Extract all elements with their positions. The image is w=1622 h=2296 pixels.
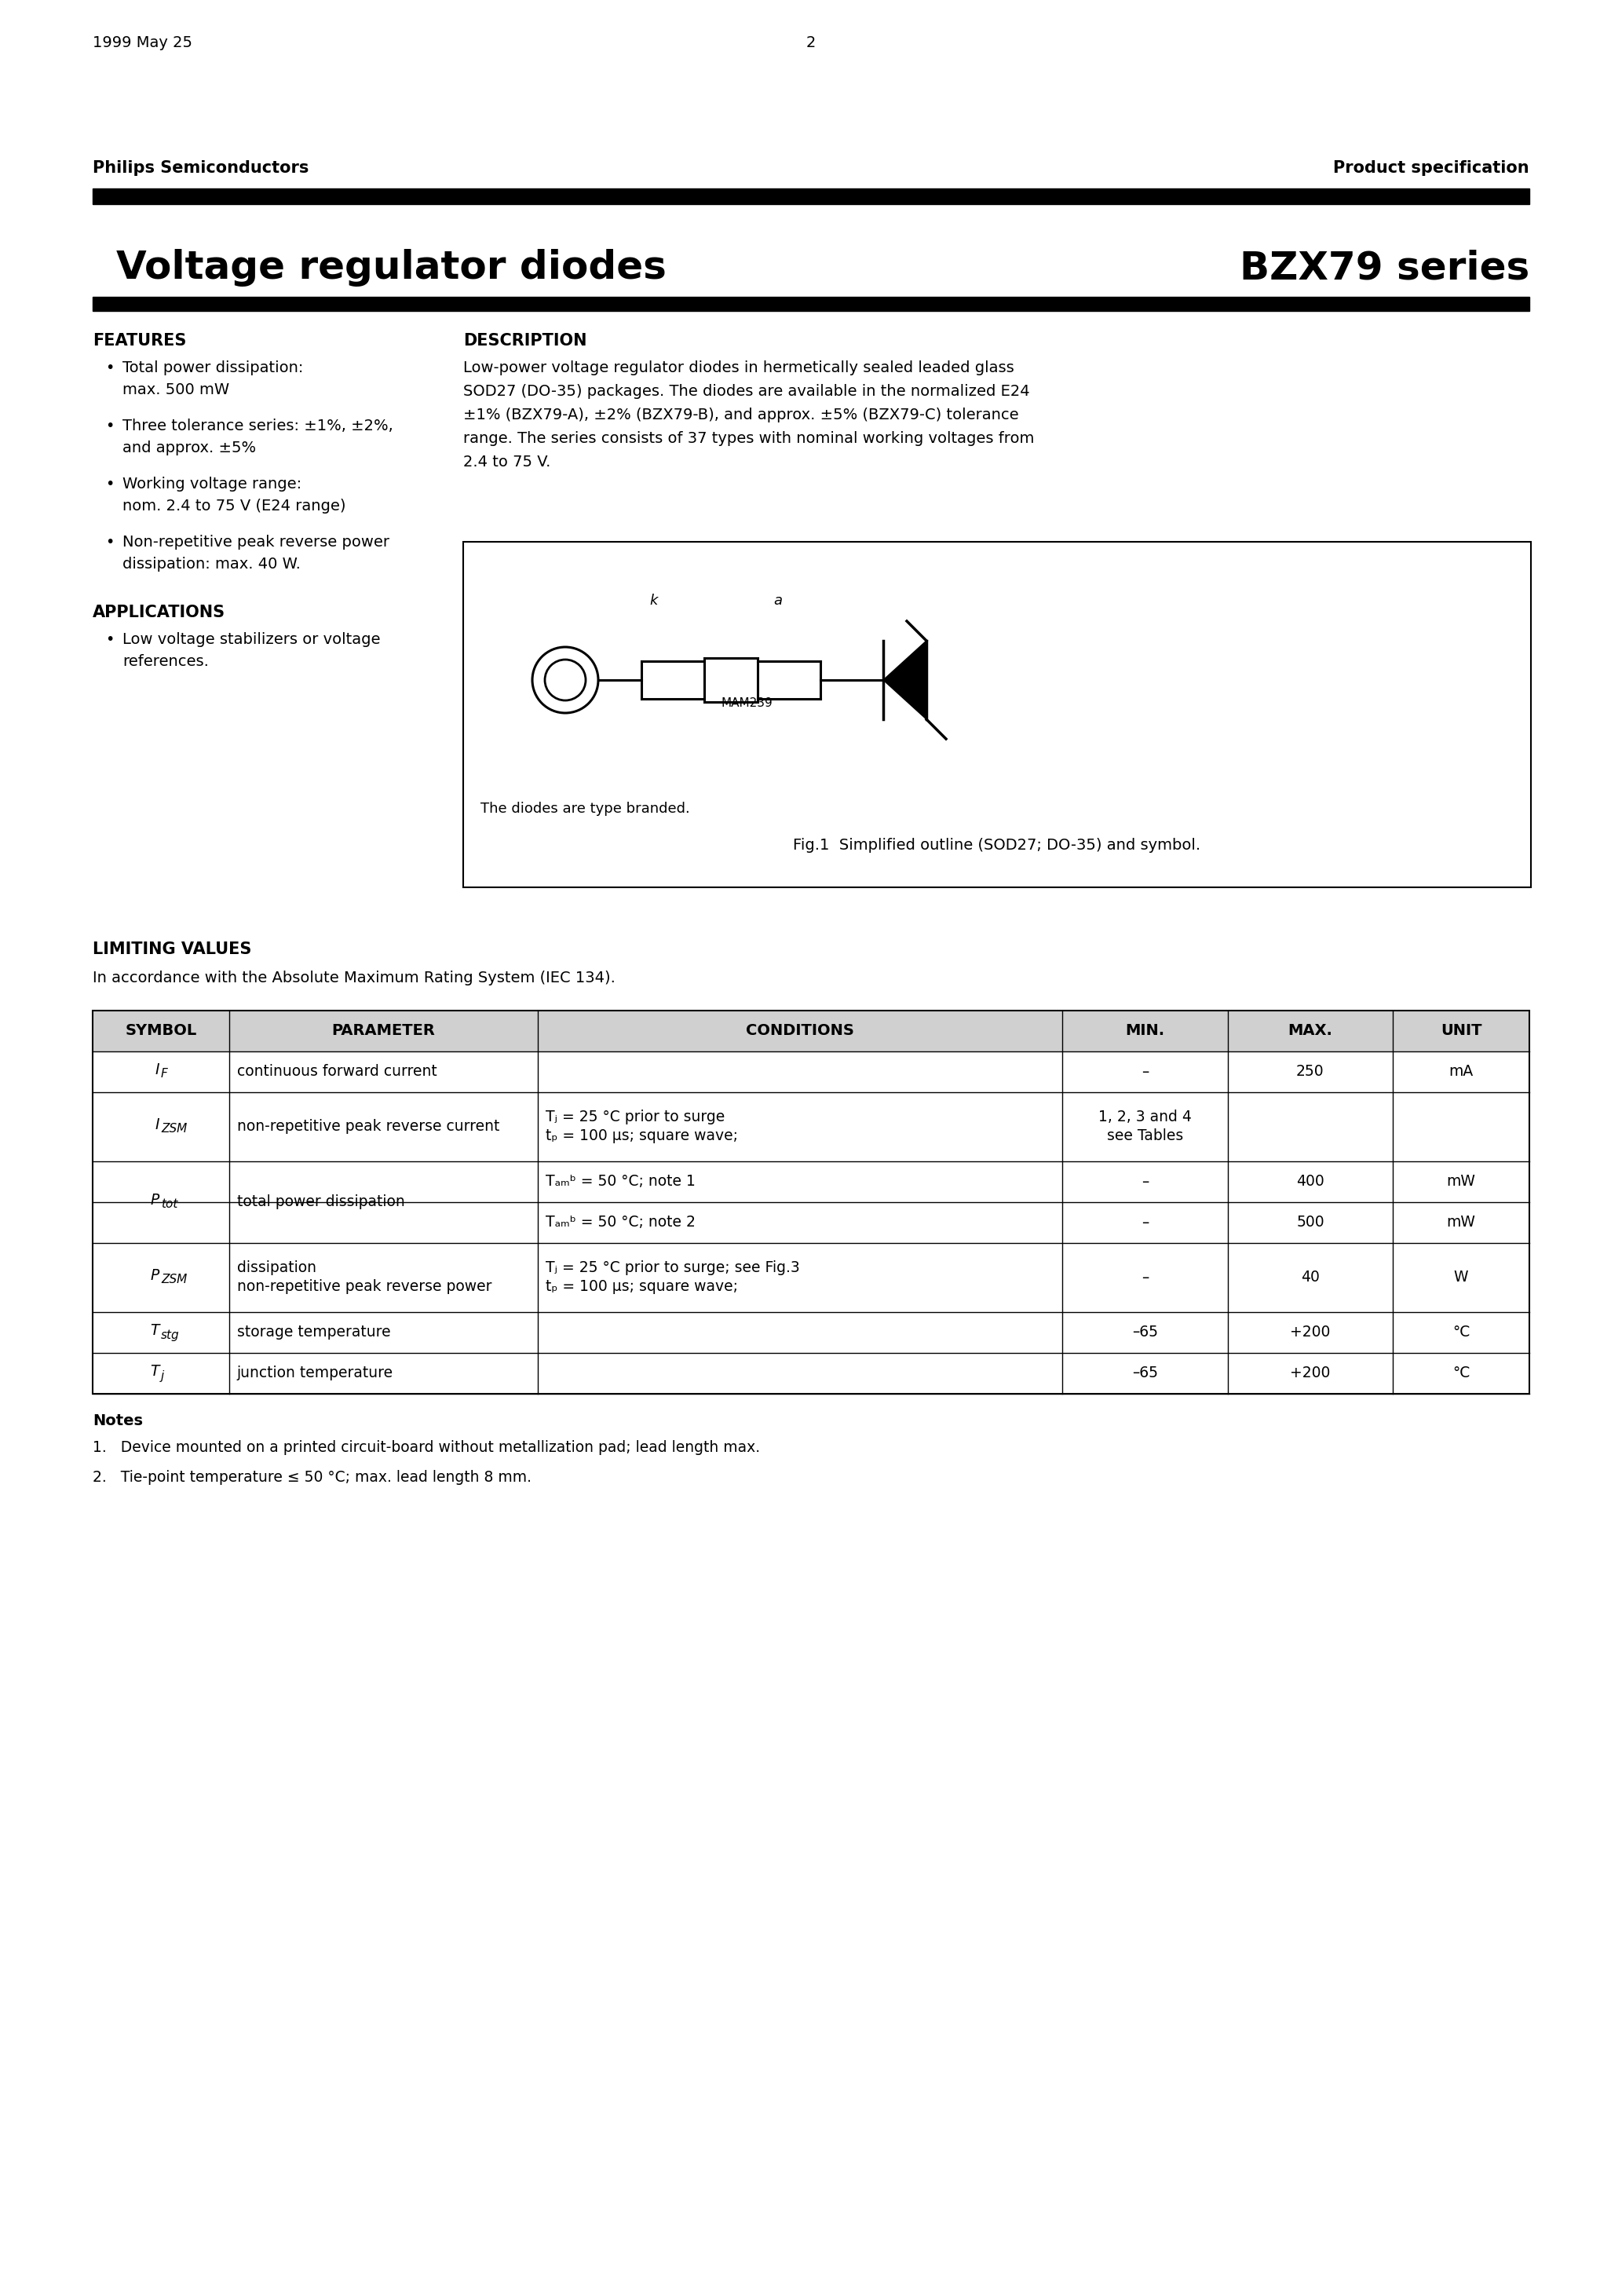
- Text: –: –: [1142, 1270, 1148, 1286]
- Text: continuous forward current: continuous forward current: [237, 1065, 436, 1079]
- Text: Voltage regulator diodes: Voltage regulator diodes: [117, 248, 667, 287]
- Text: MAX.: MAX.: [1288, 1024, 1333, 1038]
- Text: T: T: [151, 1322, 159, 1339]
- Text: –: –: [1142, 1065, 1148, 1079]
- Text: APPLICATIONS: APPLICATIONS: [92, 604, 225, 620]
- Text: mW: mW: [1447, 1173, 1476, 1189]
- Text: non-repetitive peak reverse power: non-repetitive peak reverse power: [237, 1279, 491, 1295]
- Text: –: –: [1142, 1215, 1148, 1231]
- Bar: [94, 1201, 537, 1203]
- Text: BZX79 series: BZX79 series: [1239, 248, 1530, 287]
- Text: Three tolerance series: ±1%, ±2%,: Three tolerance series: ±1%, ±2%,: [123, 418, 393, 434]
- Text: LIMITING VALUES: LIMITING VALUES: [92, 941, 251, 957]
- Text: Tⱼ = 25 °C prior to surge: Tⱼ = 25 °C prior to surge: [547, 1109, 725, 1125]
- Bar: [92, 188, 1530, 204]
- Text: Fig.1  Simplified outline (SOD27; DO-35) and symbol.: Fig.1 Simplified outline (SOD27; DO-35) …: [793, 838, 1200, 852]
- Text: W: W: [1453, 1270, 1468, 1286]
- Text: 1.   Device mounted on a printed circuit-board without metallization pad; lead l: 1. Device mounted on a printed circuit-b…: [92, 1440, 761, 1456]
- Text: j: j: [161, 1371, 164, 1382]
- Text: Tⱼ = 25 °C prior to surge; see Fig.3: Tⱼ = 25 °C prior to surge; see Fig.3: [547, 1261, 800, 1277]
- Text: In accordance with the Absolute Maximum Rating System (IEC 134).: In accordance with the Absolute Maximum …: [92, 971, 615, 985]
- Text: F: F: [161, 1068, 167, 1079]
- Text: mA: mA: [1448, 1065, 1473, 1079]
- Text: tot: tot: [161, 1199, 178, 1210]
- Text: •: •: [105, 478, 114, 491]
- Text: °C: °C: [1452, 1366, 1470, 1380]
- Text: Tₐₘᵇ = 50 °C; note 1: Tₐₘᵇ = 50 °C; note 1: [547, 1173, 696, 1189]
- Polygon shape: [884, 641, 926, 719]
- Text: Low voltage stabilizers or voltage: Low voltage stabilizers or voltage: [123, 631, 381, 647]
- Text: dissipation: max. 40 W.: dissipation: max. 40 W.: [123, 556, 300, 572]
- Text: 400: 400: [1296, 1173, 1324, 1189]
- Text: Tₐₘᵇ = 50 °C; note 2: Tₐₘᵇ = 50 °C; note 2: [547, 1215, 696, 1231]
- Text: P: P: [151, 1267, 159, 1283]
- Text: Notes: Notes: [92, 1414, 143, 1428]
- Bar: [92, 1010, 1530, 1394]
- Text: and approx. ±5%: and approx. ±5%: [123, 441, 256, 455]
- Text: Total power dissipation:: Total power dissipation:: [123, 360, 303, 374]
- Text: tₚ = 100 μs; square wave;: tₚ = 100 μs; square wave;: [547, 1130, 738, 1143]
- Text: UNIT: UNIT: [1440, 1024, 1483, 1038]
- Text: Philips Semiconductors: Philips Semiconductors: [92, 161, 308, 177]
- Text: Product specification: Product specification: [1333, 161, 1530, 177]
- Text: MIN.: MIN.: [1126, 1024, 1165, 1038]
- Text: SYMBOL: SYMBOL: [125, 1024, 196, 1038]
- Text: range. The series consists of 37 types with nominal working voltages from: range. The series consists of 37 types w…: [464, 432, 1035, 445]
- Bar: [92, 1010, 1530, 1052]
- Bar: [704, 659, 757, 703]
- Text: –: –: [1142, 1173, 1148, 1189]
- Text: •: •: [105, 631, 114, 647]
- Text: dissipation: dissipation: [237, 1261, 316, 1277]
- Text: junction temperature: junction temperature: [237, 1366, 393, 1380]
- Text: •: •: [105, 535, 114, 549]
- Bar: [464, 542, 1531, 886]
- Text: stg: stg: [161, 1329, 180, 1341]
- Text: –65: –65: [1132, 1325, 1158, 1341]
- Text: Working voltage range:: Working voltage range:: [123, 478, 302, 491]
- Text: nom. 2.4 to 75 V (E24 range): nom. 2.4 to 75 V (E24 range): [123, 498, 345, 514]
- Text: +200: +200: [1289, 1366, 1330, 1380]
- Text: non-repetitive peak reverse current: non-repetitive peak reverse current: [237, 1120, 500, 1134]
- Text: ZSM: ZSM: [161, 1274, 187, 1286]
- Text: total power dissipation: total power dissipation: [237, 1194, 406, 1210]
- Text: +200: +200: [1289, 1325, 1330, 1341]
- Text: k: k: [649, 595, 657, 608]
- Text: mW: mW: [1447, 1215, 1476, 1231]
- Text: T: T: [151, 1364, 159, 1378]
- Text: ±1% (BZX79-A), ±2% (BZX79-B), and approx. ±5% (BZX79-C) tolerance: ±1% (BZX79-A), ±2% (BZX79-B), and approx…: [464, 406, 1019, 422]
- Text: see Tables: see Tables: [1106, 1130, 1182, 1143]
- Text: I: I: [156, 1116, 159, 1132]
- Text: •: •: [105, 418, 114, 434]
- Text: P: P: [151, 1192, 159, 1208]
- Text: 2.4 to 75 V.: 2.4 to 75 V.: [464, 455, 550, 471]
- Text: max. 500 mW: max. 500 mW: [123, 383, 229, 397]
- Text: storage temperature: storage temperature: [237, 1325, 391, 1341]
- Text: 2.   Tie-point temperature ≤ 50 °C; max. lead length 8 mm.: 2. Tie-point temperature ≤ 50 °C; max. l…: [92, 1469, 532, 1486]
- Text: a: a: [774, 595, 782, 608]
- Text: °C: °C: [1452, 1325, 1470, 1341]
- Text: ZSM: ZSM: [161, 1123, 187, 1134]
- Text: Non-repetitive peak reverse power: Non-repetitive peak reverse power: [123, 535, 389, 549]
- Text: 40: 40: [1301, 1270, 1320, 1286]
- Text: 500: 500: [1296, 1215, 1324, 1231]
- Text: tₚ = 100 μs; square wave;: tₚ = 100 μs; square wave;: [547, 1279, 738, 1295]
- Text: CONDITIONS: CONDITIONS: [746, 1024, 855, 1038]
- Text: Low-power voltage regulator diodes in hermetically sealed leaded glass: Low-power voltage regulator diodes in he…: [464, 360, 1014, 374]
- Text: The diodes are type branded.: The diodes are type branded.: [480, 801, 689, 815]
- Text: 250: 250: [1296, 1065, 1324, 1079]
- Text: •: •: [105, 360, 114, 374]
- Text: MAM239: MAM239: [720, 698, 772, 709]
- Text: SOD27 (DO-35) packages. The diodes are available in the normalized E24: SOD27 (DO-35) packages. The diodes are a…: [464, 383, 1030, 400]
- Text: I: I: [156, 1063, 159, 1077]
- Text: references.: references.: [123, 654, 209, 668]
- Text: FEATURES: FEATURES: [92, 333, 187, 349]
- Text: –65: –65: [1132, 1366, 1158, 1380]
- Text: DESCRIPTION: DESCRIPTION: [464, 333, 587, 349]
- Text: PARAMETER: PARAMETER: [333, 1024, 435, 1038]
- Text: 2: 2: [806, 34, 816, 51]
- Text: 1999 May 25: 1999 May 25: [92, 34, 193, 51]
- Text: 1, 2, 3 and 4: 1, 2, 3 and 4: [1098, 1109, 1192, 1125]
- Bar: [92, 296, 1530, 310]
